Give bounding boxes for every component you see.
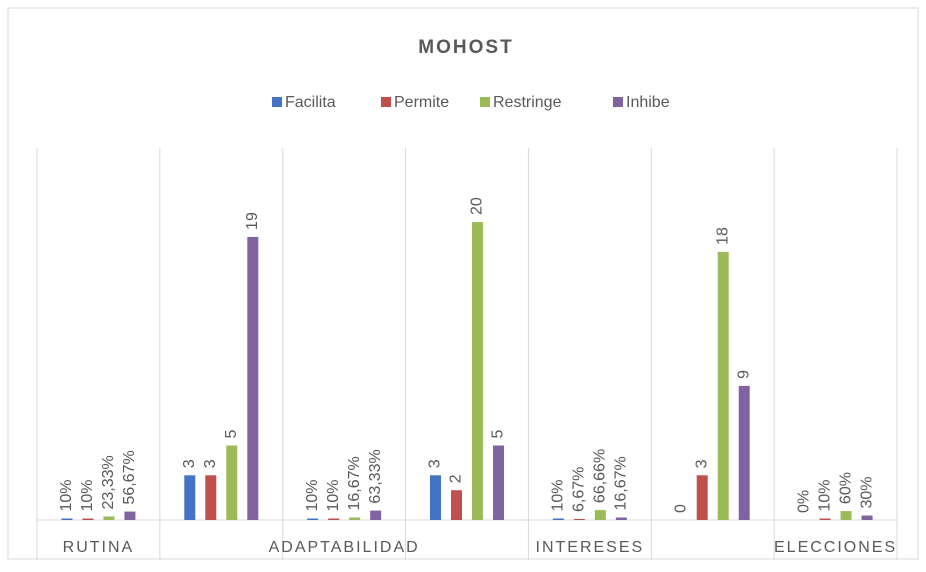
legend-label: Restringe — [493, 94, 562, 111]
data-label: 10% — [58, 479, 75, 511]
data-label: 3 — [181, 459, 198, 468]
data-label: 5 — [490, 430, 507, 439]
bar — [247, 236, 259, 520]
legend-swatch — [272, 97, 282, 107]
data-label: 10% — [816, 479, 833, 511]
bar — [82, 518, 94, 520]
data-label: 60% — [837, 472, 854, 504]
data-label: 0 — [672, 504, 689, 513]
bar — [103, 516, 115, 520]
bar — [184, 475, 196, 520]
data-label: 16,67% — [346, 456, 363, 510]
legend-label: Permite — [394, 94, 449, 111]
data-label: 5 — [223, 430, 240, 439]
bar — [328, 518, 340, 520]
bar — [717, 251, 729, 520]
bar — [552, 518, 564, 520]
bar — [430, 475, 441, 520]
x-tick-label: RUTINA — [63, 539, 135, 556]
bar — [307, 518, 319, 520]
chart-title: MOHOST — [418, 37, 513, 58]
bar — [370, 510, 382, 520]
data-label: 63,33% — [367, 449, 384, 503]
legend-label: Inhibe — [626, 94, 670, 111]
legend-swatch — [613, 97, 623, 107]
data-label: 10% — [304, 479, 321, 511]
data-label: 56,67% — [121, 450, 138, 504]
x-tick-label: ADAPTABILIDAD — [269, 539, 420, 556]
legend-swatch — [480, 97, 490, 107]
bar — [472, 222, 483, 520]
data-label: 23,33% — [100, 455, 117, 509]
data-label: 10% — [550, 479, 567, 511]
data-label: 18 — [714, 227, 731, 245]
bar — [61, 518, 73, 520]
bar — [451, 490, 462, 520]
legend-label: Facilita — [285, 94, 336, 111]
data-label: 30% — [858, 476, 875, 508]
data-label: 3 — [427, 459, 444, 468]
data-label: 3 — [693, 459, 710, 468]
bar — [615, 517, 627, 520]
bar — [493, 445, 504, 520]
bar — [696, 475, 708, 520]
x-tick-label: INTERESES — [536, 539, 645, 556]
bar — [124, 511, 136, 520]
data-label: 9 — [735, 370, 752, 379]
data-label: 16,67% — [613, 456, 630, 510]
data-label: 3 — [202, 459, 219, 468]
bar — [349, 517, 361, 520]
bar — [819, 518, 831, 520]
bar — [205, 475, 217, 520]
data-label: 0% — [795, 490, 812, 513]
bar — [226, 445, 238, 520]
data-label: 2 — [448, 474, 465, 483]
bar — [840, 511, 852, 520]
data-label: 20 — [469, 197, 486, 215]
legend-swatch — [381, 97, 391, 107]
bar — [573, 519, 585, 520]
bar — [738, 385, 750, 520]
data-label: 10% — [325, 479, 342, 511]
data-label: 66,66% — [592, 449, 609, 503]
bar — [594, 510, 606, 520]
data-label: 10% — [79, 479, 96, 511]
bar — [861, 515, 873, 520]
data-label: 6,67% — [571, 467, 588, 512]
data-label: 19 — [244, 212, 261, 230]
x-tick-label: ELECCIONES — [774, 539, 897, 556]
